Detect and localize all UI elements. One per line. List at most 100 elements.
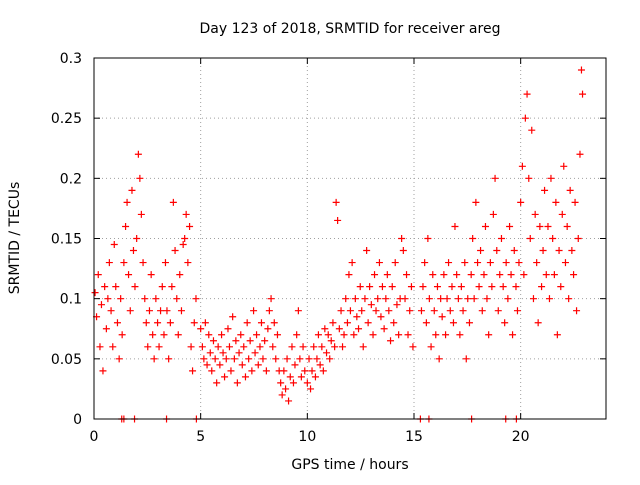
- data-point: [165, 355, 173, 363]
- data-point: [326, 355, 334, 363]
- data-point: [311, 373, 319, 381]
- data-point: [409, 343, 417, 351]
- data-point: [340, 331, 348, 339]
- data-point: [374, 295, 382, 303]
- data-point: [579, 90, 587, 98]
- data-point: [406, 307, 414, 315]
- x-tick-label: 10: [298, 429, 316, 445]
- data-point: [366, 283, 374, 291]
- data-point: [350, 331, 358, 339]
- data-point: [529, 295, 537, 303]
- data-point: [105, 259, 113, 267]
- data-point: [417, 307, 425, 315]
- data-point: [232, 337, 240, 345]
- y-tick-label: 0: [73, 412, 82, 428]
- data-point: [560, 162, 568, 170]
- data-point: [136, 174, 144, 182]
- data-point: [222, 355, 230, 363]
- data-point: [265, 307, 273, 315]
- data-point: [494, 307, 502, 315]
- y-axis-label: SRMTID / TECUs: [7, 182, 23, 295]
- data-point: [445, 259, 453, 267]
- data-point: [192, 295, 200, 303]
- data-point: [474, 259, 482, 267]
- data-point: [539, 247, 547, 255]
- data-point: [488, 283, 496, 291]
- data-point: [521, 114, 529, 122]
- data-point: [558, 210, 566, 218]
- data-point: [211, 355, 219, 363]
- data-point: [369, 331, 377, 339]
- data-point: [308, 367, 316, 375]
- data-point: [345, 271, 353, 279]
- data-point: [115, 355, 123, 363]
- data-point: [335, 325, 343, 333]
- data-point: [219, 349, 227, 357]
- data-point: [104, 295, 112, 303]
- data-points: [91, 66, 587, 423]
- data-point: [398, 235, 406, 242]
- data-point: [390, 319, 398, 327]
- y-tick-label: 0.05: [51, 352, 82, 368]
- data-point: [520, 271, 528, 279]
- data-point: [506, 222, 514, 230]
- data-point: [251, 349, 259, 357]
- data-point: [363, 247, 371, 255]
- data-point: [573, 307, 581, 315]
- data-point: [254, 361, 262, 369]
- plot-area-frame: [93, 57, 607, 420]
- data-point: [576, 150, 584, 158]
- data-point: [257, 319, 265, 327]
- data-point: [321, 325, 329, 333]
- data-point: [176, 271, 184, 279]
- data-point: [383, 271, 391, 279]
- data-point: [332, 198, 340, 206]
- data-point: [435, 355, 443, 363]
- data-point: [432, 331, 440, 339]
- data-point: [259, 355, 267, 363]
- data-point: [448, 283, 456, 291]
- data-point: [171, 247, 179, 255]
- data-point: [399, 247, 407, 255]
- data-point: [267, 295, 275, 303]
- data-point: [190, 319, 198, 327]
- data-point: [125, 271, 133, 279]
- data-point: [161, 259, 169, 267]
- data-point: [318, 343, 326, 351]
- data-point: [346, 307, 354, 315]
- data-point: [496, 271, 504, 279]
- data-point: [123, 198, 131, 206]
- data-point: [288, 343, 296, 351]
- data-point: [361, 295, 369, 303]
- data-point: [137, 210, 145, 218]
- data-point: [437, 295, 445, 303]
- data-point: [299, 343, 307, 351]
- x-tick-label: 0: [90, 429, 99, 445]
- data-point: [94, 271, 102, 279]
- data-point: [364, 319, 372, 327]
- data-point: [456, 331, 464, 339]
- data-point: [552, 198, 560, 206]
- data-point: [513, 307, 521, 315]
- data-point: [250, 307, 258, 315]
- data-point: [184, 259, 192, 267]
- data-point: [305, 355, 313, 363]
- data-point: [430, 307, 438, 315]
- data-point: [225, 343, 233, 351]
- data-point: [561, 259, 569, 267]
- data-point: [310, 343, 318, 351]
- data-point: [155, 343, 163, 351]
- data-point: [206, 349, 214, 357]
- data-point: [141, 295, 149, 303]
- data-point: [504, 295, 512, 303]
- data-point: [117, 295, 125, 303]
- data-point: [213, 379, 221, 387]
- data-point: [403, 271, 411, 279]
- data-point: [173, 295, 181, 303]
- data-point: [499, 283, 507, 291]
- data-point: [526, 235, 534, 242]
- data-point: [323, 349, 331, 357]
- data-point: [291, 361, 299, 369]
- data-point: [388, 283, 396, 291]
